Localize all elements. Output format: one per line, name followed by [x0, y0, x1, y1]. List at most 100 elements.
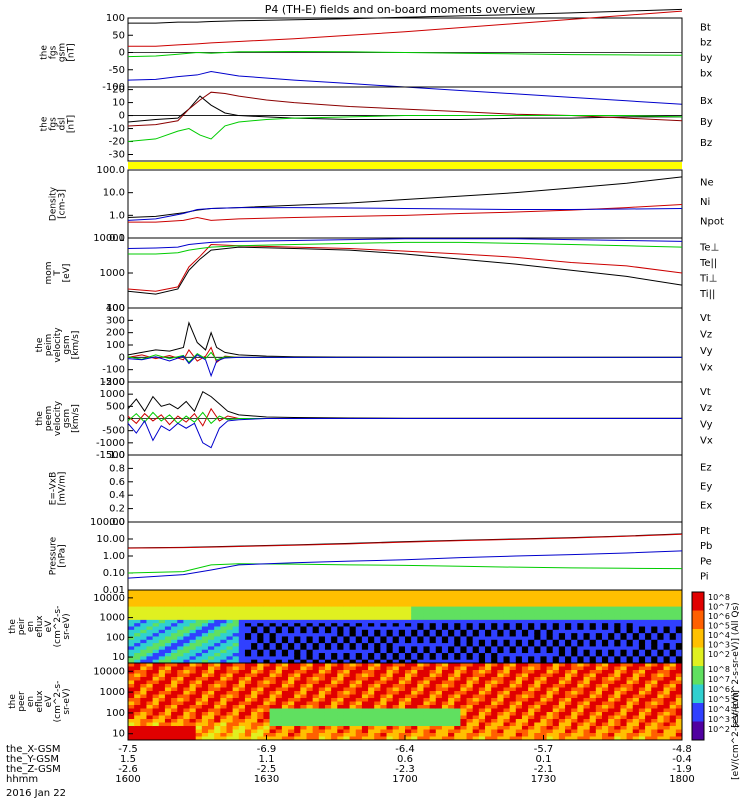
heatmap-cell	[374, 726, 381, 730]
heatmap-cell	[134, 680, 141, 685]
heatmap-cell	[128, 659, 135, 664]
heatmap-cell	[128, 694, 135, 699]
heatmap-cell	[171, 643, 178, 647]
heatmap-cell	[515, 646, 523, 651]
heatmap-cell	[583, 629, 591, 634]
heatmap-cell	[645, 691, 652, 695]
heatmap-cell	[195, 673, 203, 678]
series-line-pb	[127, 533, 683, 549]
heatmap-cell	[312, 673, 320, 678]
heatmap-cell	[257, 596, 264, 601]
heatmap-cell	[565, 616, 572, 621]
heatmap-cell	[318, 708, 326, 713]
heatmap-cell	[238, 736, 246, 741]
heatmap-cell	[675, 643, 683, 647]
heatmap-cell	[392, 705, 400, 709]
heatmap-cell	[620, 593, 628, 598]
heatmap-cell	[318, 705, 326, 709]
heatmap-cell	[472, 680, 480, 685]
heatmap-cell	[521, 705, 529, 709]
heatmap-cell	[417, 666, 424, 671]
heatmap-cell	[669, 670, 677, 674]
heatmap-cell	[183, 629, 191, 634]
heatmap-cell	[411, 705, 418, 709]
panel-10: 10000100010010thepeerenefluxeV(cm^2-s-sr…	[8, 662, 683, 741]
heatmap-cell	[638, 666, 646, 671]
colorbar-segment	[692, 592, 704, 611]
heatmap-cell	[460, 722, 468, 727]
heatmap-cell	[158, 712, 166, 716]
heatmap-cell	[417, 719, 424, 723]
heatmap-cell	[657, 659, 665, 664]
heatmap-cell	[398, 684, 406, 688]
heatmap-cell	[528, 646, 535, 651]
heatmap-cell	[521, 609, 529, 614]
heatmap-cell	[497, 701, 504, 706]
heatmap-cell	[238, 705, 246, 709]
heatmap-cell	[208, 606, 215, 611]
heatmap-cell	[392, 636, 400, 641]
heatmap-cell	[324, 619, 332, 624]
heatmap-cell	[361, 719, 369, 723]
heatmap-cell	[620, 656, 628, 661]
heatmap-cell	[232, 719, 240, 723]
heatmap-cell	[251, 639, 258, 644]
heatmap-cell	[515, 715, 523, 720]
heatmap-cell	[171, 653, 178, 657]
heatmap-cell	[201, 719, 209, 723]
heatmap-cell	[558, 719, 566, 723]
heatmap-cell	[589, 616, 597, 621]
heatmap-cell	[491, 629, 498, 634]
heatmap-cell	[189, 659, 197, 664]
heatmap-cell	[589, 656, 597, 661]
heatmap-cell	[337, 649, 344, 654]
heatmap-cell	[152, 603, 160, 608]
heatmap-cell	[515, 609, 523, 614]
heatmap-cell	[558, 708, 566, 713]
heatmap-cell	[423, 656, 431, 661]
heatmap-cell	[189, 726, 197, 730]
heatmap-cell	[497, 684, 504, 688]
heatmap-cell	[349, 712, 357, 716]
heatmap-cell	[368, 646, 375, 651]
heatmap-cell	[140, 666, 147, 671]
heatmap-cell	[300, 643, 308, 647]
heatmap-cell	[417, 708, 424, 713]
heatmap-cell	[651, 593, 658, 598]
heatmap-cell	[669, 733, 677, 737]
heatmap-cell	[189, 729, 197, 734]
series-line-te	[127, 244, 683, 292]
colorbar-tick-bottom: 10^3	[708, 715, 730, 724]
heatmap-cell	[361, 623, 369, 627]
heatmap-cell	[534, 736, 541, 741]
y-axis-label-line: eflux	[35, 690, 45, 713]
heatmap-cell	[318, 698, 326, 702]
heatmap-cell	[675, 609, 683, 614]
heatmap-cell	[312, 712, 320, 716]
heatmap-cell	[589, 698, 597, 702]
heatmap-cell	[454, 673, 461, 678]
heatmap-cell	[171, 687, 178, 692]
heatmap-cell	[214, 646, 221, 651]
heatmap-cell	[374, 673, 381, 678]
heatmap-cell	[626, 670, 634, 674]
y-tick-label: 200	[106, 328, 125, 339]
heatmap-cell	[312, 593, 320, 598]
heatmap-cell	[620, 726, 628, 730]
heatmap-cell	[417, 626, 424, 631]
heatmap-cell	[306, 670, 314, 674]
heatmap-cell	[558, 619, 566, 624]
heatmap-cell	[146, 677, 154, 681]
heatmap-cell	[405, 677, 412, 681]
heatmap-cell	[417, 599, 424, 604]
heatmap-cell	[398, 691, 406, 695]
heatmap-cell	[552, 593, 560, 598]
heatmap-cell	[589, 603, 597, 608]
colorbar-tick-bottom: 10^6	[708, 685, 730, 694]
heatmap-cell	[632, 719, 640, 723]
heatmap-cell	[601, 599, 609, 604]
heatmap-cell	[177, 643, 184, 647]
heatmap-cell	[349, 590, 357, 594]
heatmap-cell	[195, 715, 203, 720]
colorbar-label-top: [eV/(cm^2-s-sr-eV)] (All Qs)	[731, 602, 741, 727]
